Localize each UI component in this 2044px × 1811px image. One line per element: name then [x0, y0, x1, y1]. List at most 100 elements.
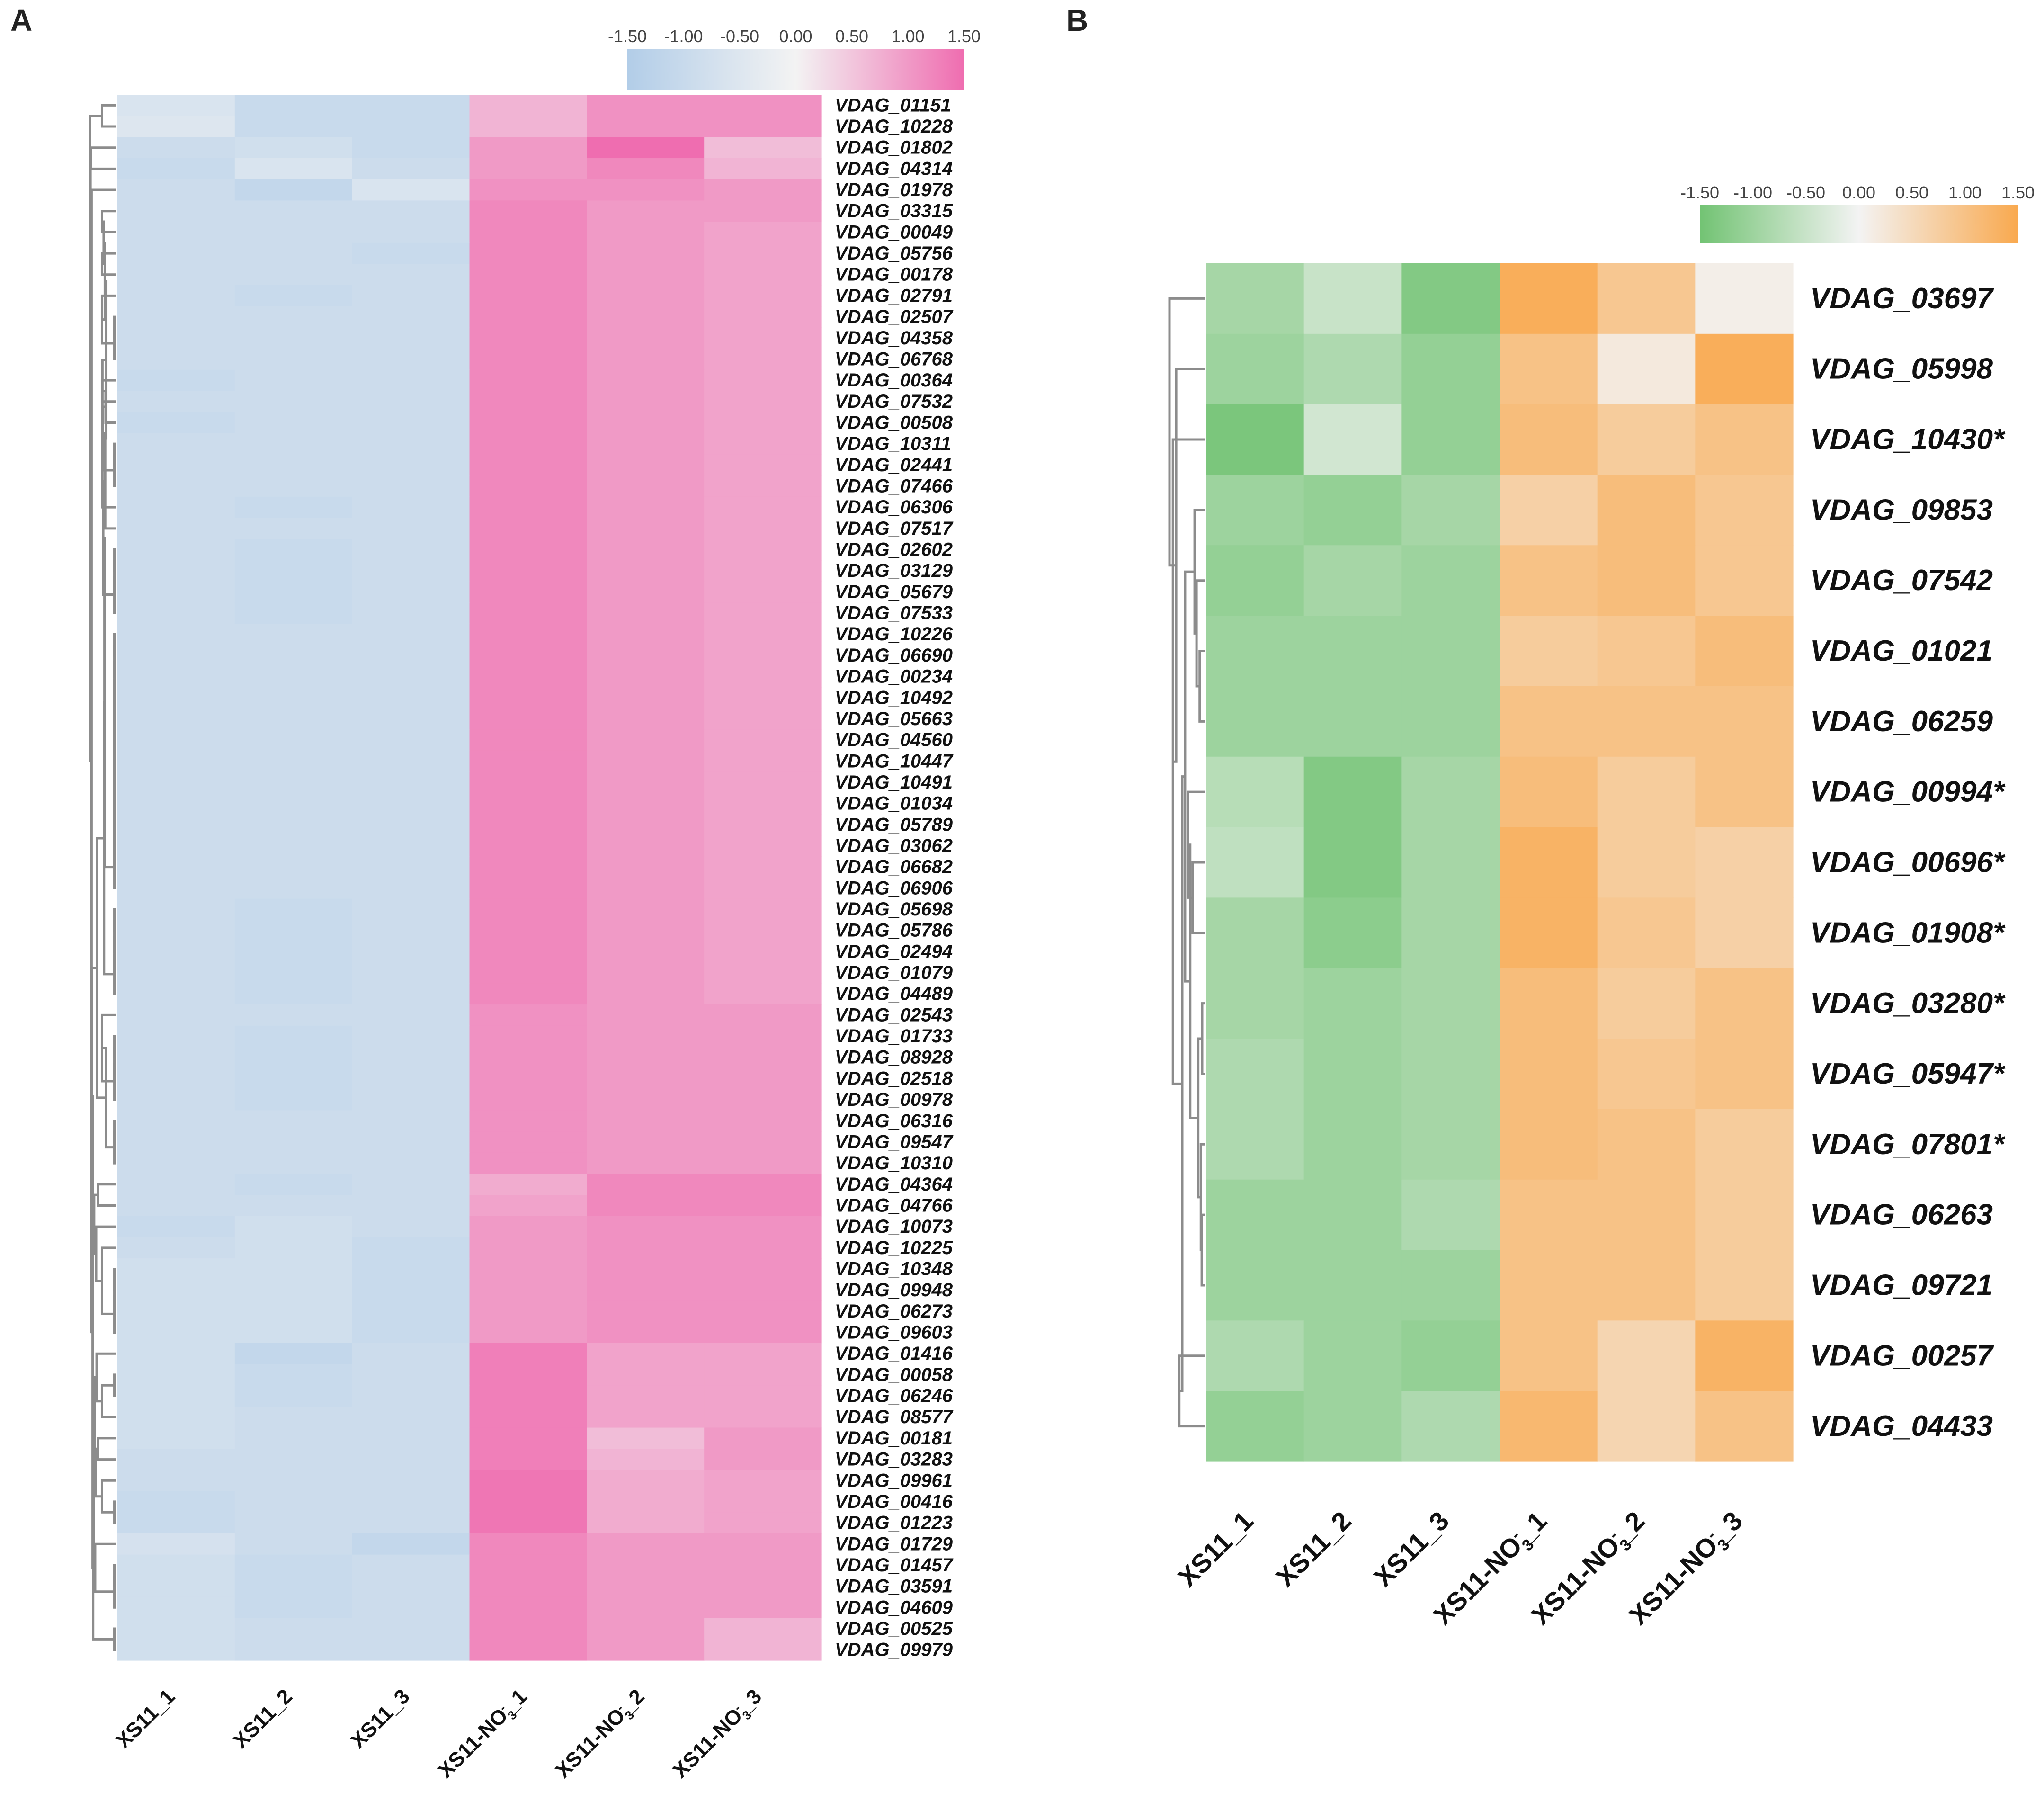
- heatmap-cell: [587, 1068, 705, 1090]
- heatmap-cell: [1206, 1039, 1304, 1110]
- heatmap-cell: [117, 560, 235, 582]
- heatmap-cell: [1597, 1109, 1696, 1180]
- heatmap-cell: [352, 645, 470, 666]
- heatmap-cell: [234, 666, 353, 688]
- row-label: VDAG_03062: [835, 835, 953, 856]
- heatmap-cell: [352, 1618, 470, 1640]
- heatmap-cell: [469, 454, 587, 476]
- dendrogram-branch: [100, 1013, 116, 1083]
- heatmap-cell: [117, 1047, 235, 1068]
- heatmap-cell: [352, 539, 470, 561]
- heatmap-cell: [1597, 1320, 1696, 1391]
- heatmap-cell: [704, 793, 822, 815]
- heatmap-cell: [1500, 1391, 1598, 1462]
- heatmap-cell: [352, 391, 470, 412]
- heatmap-cell: [234, 602, 353, 624]
- dendrogram-branch: [102, 220, 105, 265]
- dendrogram-branch: [1201, 1002, 1205, 1075]
- row-label: VDAG_09721: [1810, 1269, 1993, 1301]
- heatmap-cell: [704, 1343, 822, 1365]
- heatmap-cell: [469, 983, 587, 1005]
- row-label: VDAG_04489: [835, 984, 953, 1004]
- heatmap-cell: [352, 242, 470, 265]
- heatmap-cell: [352, 1491, 470, 1513]
- heatmap-cell: [1500, 756, 1598, 828]
- heatmap-cell: [469, 1512, 587, 1534]
- heatmap-cell: [117, 581, 235, 603]
- heatmap-cell: [587, 983, 705, 1005]
- heatmap-cell: [352, 1322, 470, 1344]
- row-label: VDAG_01729: [835, 1533, 953, 1554]
- heatmap-cell: [704, 920, 822, 941]
- heatmap-cell: [1695, 1320, 1794, 1391]
- row-label: VDAG_02441: [835, 455, 953, 475]
- heatmap-cell: [117, 1258, 235, 1280]
- heatmap-cell: [117, 158, 235, 180]
- heatmap-cell: [469, 1110, 587, 1132]
- heatmap-cell: [704, 1385, 822, 1407]
- heatmap-cell: [587, 581, 705, 603]
- heatmap-cell: [587, 95, 705, 117]
- heatmap-cell: [704, 1131, 822, 1153]
- dendrogram-branch: [1199, 1143, 1205, 1252]
- heatmap-cell: [704, 1216, 822, 1238]
- heatmap-cell: [117, 95, 235, 117]
- row-label: VDAG_00416: [835, 1491, 953, 1512]
- heatmap-cell: [234, 856, 353, 878]
- row-label: VDAG_07466: [835, 476, 953, 497]
- heatmap-cell: [587, 1533, 705, 1555]
- heatmap-cell: [587, 369, 705, 392]
- heatmap-cell: [352, 518, 470, 539]
- heatmap-cell: [587, 1025, 705, 1048]
- row-label: VDAG_06906: [835, 878, 953, 898]
- dendrogram-branch: [113, 954, 116, 995]
- heatmap-cell: [1303, 1320, 1402, 1391]
- heatmap-cell: [352, 412, 470, 434]
- row-label: VDAG_09603: [835, 1322, 953, 1343]
- heatmap-cell: [1401, 404, 1500, 475]
- row-label: VDAG_02494: [835, 941, 953, 962]
- heatmap-cell: [704, 1047, 822, 1068]
- row-label: VDAG_05789: [835, 814, 953, 835]
- heatmap-cell: [234, 1470, 353, 1492]
- row-label: VDAG_03129: [835, 560, 953, 581]
- heatmap-cell: [587, 729, 705, 751]
- heatmap-cell: [117, 1004, 235, 1026]
- heatmap-cell: [1206, 333, 1304, 405]
- heatmap-cell: [352, 1152, 470, 1174]
- heatmap-cell: [704, 623, 822, 646]
- heatmap-cell: [352, 179, 470, 201]
- heatmap-cell: [234, 518, 353, 539]
- heatmap-cell: [117, 1491, 235, 1513]
- heatmap-cell: [704, 1470, 822, 1492]
- heatmap-cell: [117, 856, 235, 878]
- heatmap-cell: [117, 1237, 235, 1259]
- dendrogram-branch: [113, 576, 116, 615]
- heatmap-cell: [587, 116, 705, 137]
- heatmap-cell: [1695, 1039, 1794, 1110]
- heatmap-cell: [1500, 686, 1598, 757]
- heatmap-cell: [704, 264, 822, 286]
- heatmap-cell: [234, 200, 353, 222]
- heatmap-cell: [1695, 404, 1794, 475]
- heatmap-cell: [704, 835, 822, 857]
- heatmap-cell: [234, 1025, 353, 1048]
- heatmap-cell: [469, 941, 587, 963]
- heatmap-cell: [1401, 333, 1500, 405]
- heatmap-cell: [1500, 616, 1598, 687]
- heatmap-cell: [352, 349, 470, 370]
- heatmap-cell: [234, 222, 353, 243]
- heatmap-cell: [234, 1174, 353, 1195]
- row-label: VDAG_01978: [835, 179, 953, 200]
- color-scale-tick: 0.00: [1842, 183, 1875, 202]
- heatmap-cell: [352, 1174, 470, 1195]
- heatmap-cell: [117, 1195, 235, 1217]
- heatmap-cell: [117, 729, 235, 751]
- heatmap-cell: [469, 623, 587, 646]
- row-label: VDAG_03697: [1810, 282, 1994, 315]
- heatmap-cell: [1597, 827, 1696, 898]
- heatmap-cell: [469, 920, 587, 941]
- row-label: VDAG_09853: [1810, 493, 1993, 526]
- heatmap-cell: [704, 518, 822, 539]
- heatmap-cell: [117, 369, 235, 392]
